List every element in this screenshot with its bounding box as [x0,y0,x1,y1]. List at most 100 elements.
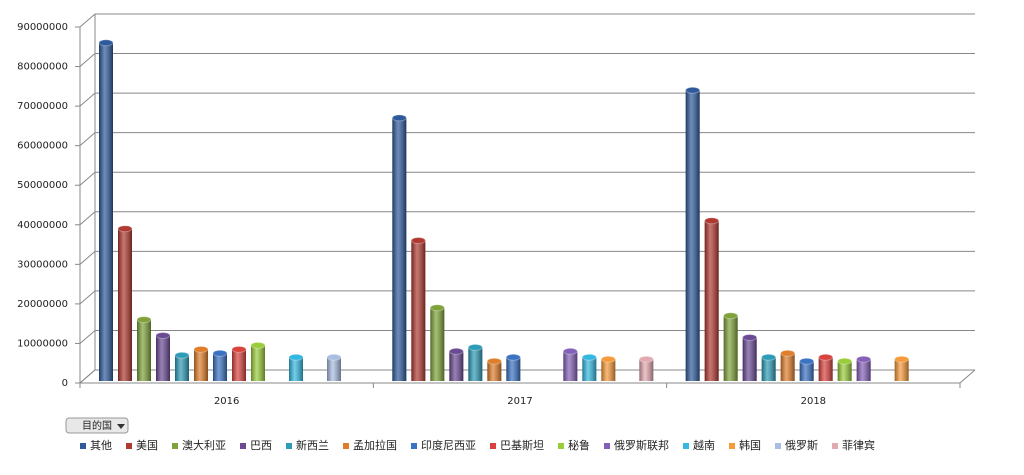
bar-shade [818,357,833,381]
y-tick-label: 60000000 [17,141,68,152]
dropdown-arrow[interactable] [117,424,125,429]
y-tick-label: 30000000 [17,259,68,270]
legend-label: 新西兰 [296,438,329,452]
legend-label: 其他 [90,439,112,452]
bar-shade [639,359,654,381]
bar-shade [799,361,814,381]
bar-shade [213,353,227,381]
field-button-box[interactable] [65,417,129,434]
bar-cap [326,353,342,361]
grid-line [79,330,96,344]
legend-label: 巴西 [250,439,272,452]
bar-shade [289,357,303,381]
bar-cap [581,353,597,361]
bar-cap [894,355,910,363]
y-tick-label: 20000000 [17,299,68,310]
legend-swatch [80,443,86,449]
bar-shade [601,359,616,381]
legend-label: 美国 [136,439,158,452]
legend-label: 俄罗斯联邦 [614,439,669,452]
legend-label: 澳大利亚 [182,438,226,452]
bar-cap [799,357,815,365]
bar-cap [562,347,578,355]
back-wall [94,14,975,371]
bar-shade [780,353,795,381]
bar-shade [449,351,464,381]
field-button-label[interactable]: 目的国 [82,419,112,432]
bar-shade [894,359,909,381]
y-tick-label: 0 [62,378,68,389]
grid-line [79,132,96,147]
legend-label: 印度尼西亚 [421,438,476,452]
bar-cap [429,304,445,312]
bar-cap [448,347,464,355]
legend-swatch [832,443,838,449]
legend-label: 越南 [693,438,715,452]
x-tick-label: 2016 [214,396,239,407]
x-tick-label: 2017 [507,396,532,407]
bar-shade [742,337,757,381]
bar-cap [391,114,407,122]
grid-line [79,13,96,28]
legend-label: 菲律宾 [842,438,875,452]
legend-swatch [286,443,292,449]
bar-shade [704,220,719,381]
grid-line [79,53,96,67]
bar-cap [212,349,228,357]
bar-cap [288,353,304,361]
y-tick-label: 10000000 [17,338,68,349]
legend-label: 孟加拉国 [353,438,397,452]
bar-cap [136,316,152,324]
bar-cap [98,39,114,47]
bar-cap [742,333,758,341]
bar-cap [780,349,796,357]
grid-line [79,290,96,305]
bar-cap [467,343,483,351]
bar-cap [505,353,521,361]
legend-swatch [775,443,781,449]
bar-shade [723,315,738,381]
grid-line [79,171,96,186]
bar-shade [411,240,426,381]
legend-swatch [343,443,349,449]
bar-shade [392,117,407,381]
grid-line [79,211,96,226]
bar-cap [723,312,739,320]
grid-line [79,92,96,107]
bar-shade [837,361,852,381]
bar-shade [582,357,597,381]
bar-cap [486,357,502,365]
y-tick-label: 90000000 [17,22,68,33]
bar-shade [232,349,246,381]
bar-shade [327,357,341,381]
legend-swatch [240,443,246,449]
legend-swatch [683,443,689,449]
bar-shade [194,349,208,381]
field-button[interactable]: 目的国 [65,417,129,434]
legend-swatch [172,443,178,449]
side-wall [79,27,96,385]
legend-swatch [604,443,610,449]
bar-cap [600,355,616,363]
y-tick-label: 80000000 [17,62,68,73]
legend-swatch [729,443,735,449]
bar-cap [410,237,426,245]
bar-shade [430,307,445,381]
legend-swatch [558,443,564,449]
bar-shade [137,319,151,381]
legend-swatch [126,443,132,449]
bar-shade [156,335,170,381]
bar-cap [837,357,853,365]
bar-shade [175,355,189,381]
bar-shade [468,347,483,381]
bar-shade [856,359,871,381]
bar-shade [99,42,113,382]
bar-cap [117,225,133,233]
grid-line [79,250,96,265]
legend-label: 俄罗斯 [785,439,818,452]
legend-label: 巴基斯坦 [500,438,544,452]
bar-cap [193,345,209,353]
bar-cap [638,355,654,363]
bar-shade [251,345,265,381]
